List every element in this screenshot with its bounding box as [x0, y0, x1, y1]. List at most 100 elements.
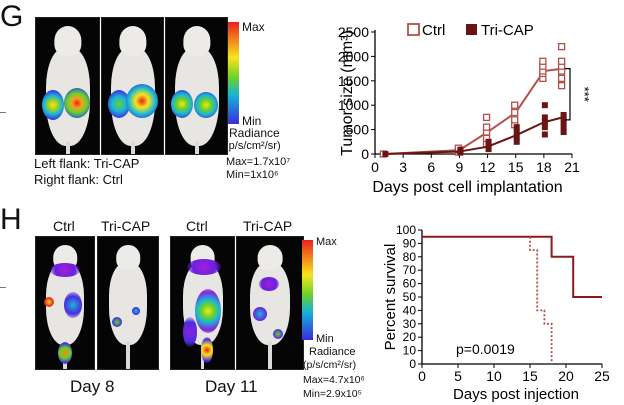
side-mark-h	[0, 287, 6, 288]
x-tick-label: 15	[522, 368, 538, 384]
data-point-tricap	[541, 131, 548, 138]
y-tick-label: 60	[403, 277, 417, 291]
x-tick-label: 15	[508, 159, 524, 175]
colorbar-g-units: (p/s/cm²/sr)	[225, 140, 281, 152]
mouse-photo-h2	[97, 236, 159, 370]
y-tick-label: 30	[403, 317, 417, 331]
data-point-tricap	[485, 138, 492, 145]
day-label-8: Day 8	[70, 377, 115, 396]
data-point-ctrl	[511, 116, 519, 124]
data-point-ctrl	[511, 101, 519, 109]
colorbar-h-max-value: Max=4.7x10⁶	[303, 374, 365, 386]
y-axis-label: Percent survival	[382, 244, 399, 351]
data-point-ctrl	[557, 74, 566, 83]
y-tick-label: 70	[403, 263, 417, 277]
colorbar-h	[302, 240, 313, 340]
label-h-ctrl-2: Ctrl	[186, 218, 208, 234]
data-point-tricap	[560, 129, 567, 136]
side-mark	[0, 112, 6, 113]
y-tick-label: 0	[409, 357, 416, 371]
y-tick-label: 40	[403, 303, 417, 317]
data-point-tricap	[541, 119, 548, 126]
x-tick-label: 0	[371, 159, 379, 175]
x-tick-label: 12	[480, 159, 496, 175]
x-tick-label: 25	[594, 368, 610, 384]
mouse-photo-g3	[165, 17, 228, 155]
data-point-tricap	[457, 146, 464, 153]
day-label-11: Day 11	[205, 377, 258, 396]
data-point-tricap	[560, 124, 567, 131]
label-h-tricap-2: Tri-CAP	[243, 218, 293, 234]
data-point-ctrl	[557, 82, 566, 90]
data-point-tricap	[560, 119, 567, 126]
y-tick-label: 0	[361, 146, 369, 162]
colorbar-g-title: Radiance	[229, 126, 280, 140]
y-tick-label: 80	[403, 250, 417, 264]
mouse-photo-g2	[101, 17, 164, 155]
colorbar-g-min-label: Min	[242, 114, 262, 128]
data-point-tricap	[541, 102, 548, 109]
y-tick-label: 500	[346, 122, 370, 138]
data-point-tricap	[513, 129, 520, 136]
legend-marker-ctrl	[407, 23, 420, 36]
data-point-tricap	[541, 114, 548, 121]
significance-stars: ***	[577, 87, 592, 102]
y-tick-label: 90	[403, 236, 417, 250]
x-axis-label: Days post cell implantation	[372, 179, 562, 196]
label-h-ctrl-1: Ctrl	[53, 218, 75, 234]
y-tick-label: 1000	[338, 97, 369, 113]
legend-label-tricap: Tri-CAP	[481, 22, 534, 39]
colorbar-g-max-value: Max=1.7x10⁷	[226, 156, 291, 168]
series-line-tri-cap	[384, 116, 563, 155]
data-point-ctrl	[482, 123, 491, 131]
y-tick-label: 50	[403, 290, 417, 304]
x-tick-label: 10	[486, 368, 502, 384]
x-tick-label: 5	[454, 368, 462, 384]
x-tick-label: 18	[536, 159, 552, 175]
legend-marker-tricap	[466, 24, 477, 35]
data-point-tricap	[541, 124, 548, 131]
colorbar-g	[228, 22, 239, 124]
colorbar-h-units: (p/s/cm²/sr)	[303, 359, 357, 371]
data-point-tricap	[513, 138, 520, 145]
survival-curve-solid	[422, 235, 602, 298]
y-tick-label: 1500	[338, 73, 369, 89]
data-point-ctrl	[511, 108, 519, 117]
x-tick-label: 21	[564, 159, 580, 175]
p-value-annotation: p=0.0019	[456, 341, 515, 357]
x-tick-label: 3	[399, 159, 407, 175]
panel-letter-h: H	[0, 203, 22, 236]
mouse-photo-h1	[35, 236, 95, 370]
x-tick-label: 20	[558, 368, 574, 384]
y-tick-label: 2500	[338, 24, 369, 40]
y-tick-label: 100	[396, 223, 416, 237]
colorbar-h-min-label: Min	[316, 333, 334, 345]
colorbar-g-min-value: Min=1x10⁶	[226, 169, 279, 181]
x-axis-label: Days post injection	[453, 386, 579, 403]
series-line-ctrl	[384, 67, 563, 155]
mouse-photo-g1	[35, 17, 100, 155]
caption-right-flank: Right flank: Ctrl	[34, 172, 123, 187]
data-point-ctrl	[557, 57, 566, 65]
legend-label-ctrl: Ctrl	[422, 22, 445, 39]
panel-letter-g: G	[0, 0, 24, 33]
colorbar-g-max-label: Max	[242, 20, 265, 34]
colorbar-h-min-value: Min=2.9x10⁵	[303, 388, 362, 400]
x-tick-label: 9	[456, 159, 464, 175]
colorbar-h-max-label: Max	[316, 236, 337, 248]
data-point-ctrl	[539, 57, 547, 65]
colorbar-h-title: Radiance	[309, 346, 356, 358]
significance-bracket	[565, 68, 571, 121]
data-point-ctrl	[482, 113, 491, 122]
caption-left-flank: Left flank: Tri-CAP	[34, 156, 140, 171]
data-point-tricap	[560, 111, 567, 118]
x-tick-label: 0	[418, 368, 426, 384]
y-axis-label: Tumor size (mm³)	[339, 30, 356, 156]
survival-curve-dotted	[529, 236, 553, 364]
mouse-photo-h3	[170, 236, 235, 370]
y-tick-label: 20	[403, 330, 417, 344]
data-point-tricap	[513, 133, 520, 140]
label-h-tricap-1: Tri-CAP	[101, 218, 151, 234]
